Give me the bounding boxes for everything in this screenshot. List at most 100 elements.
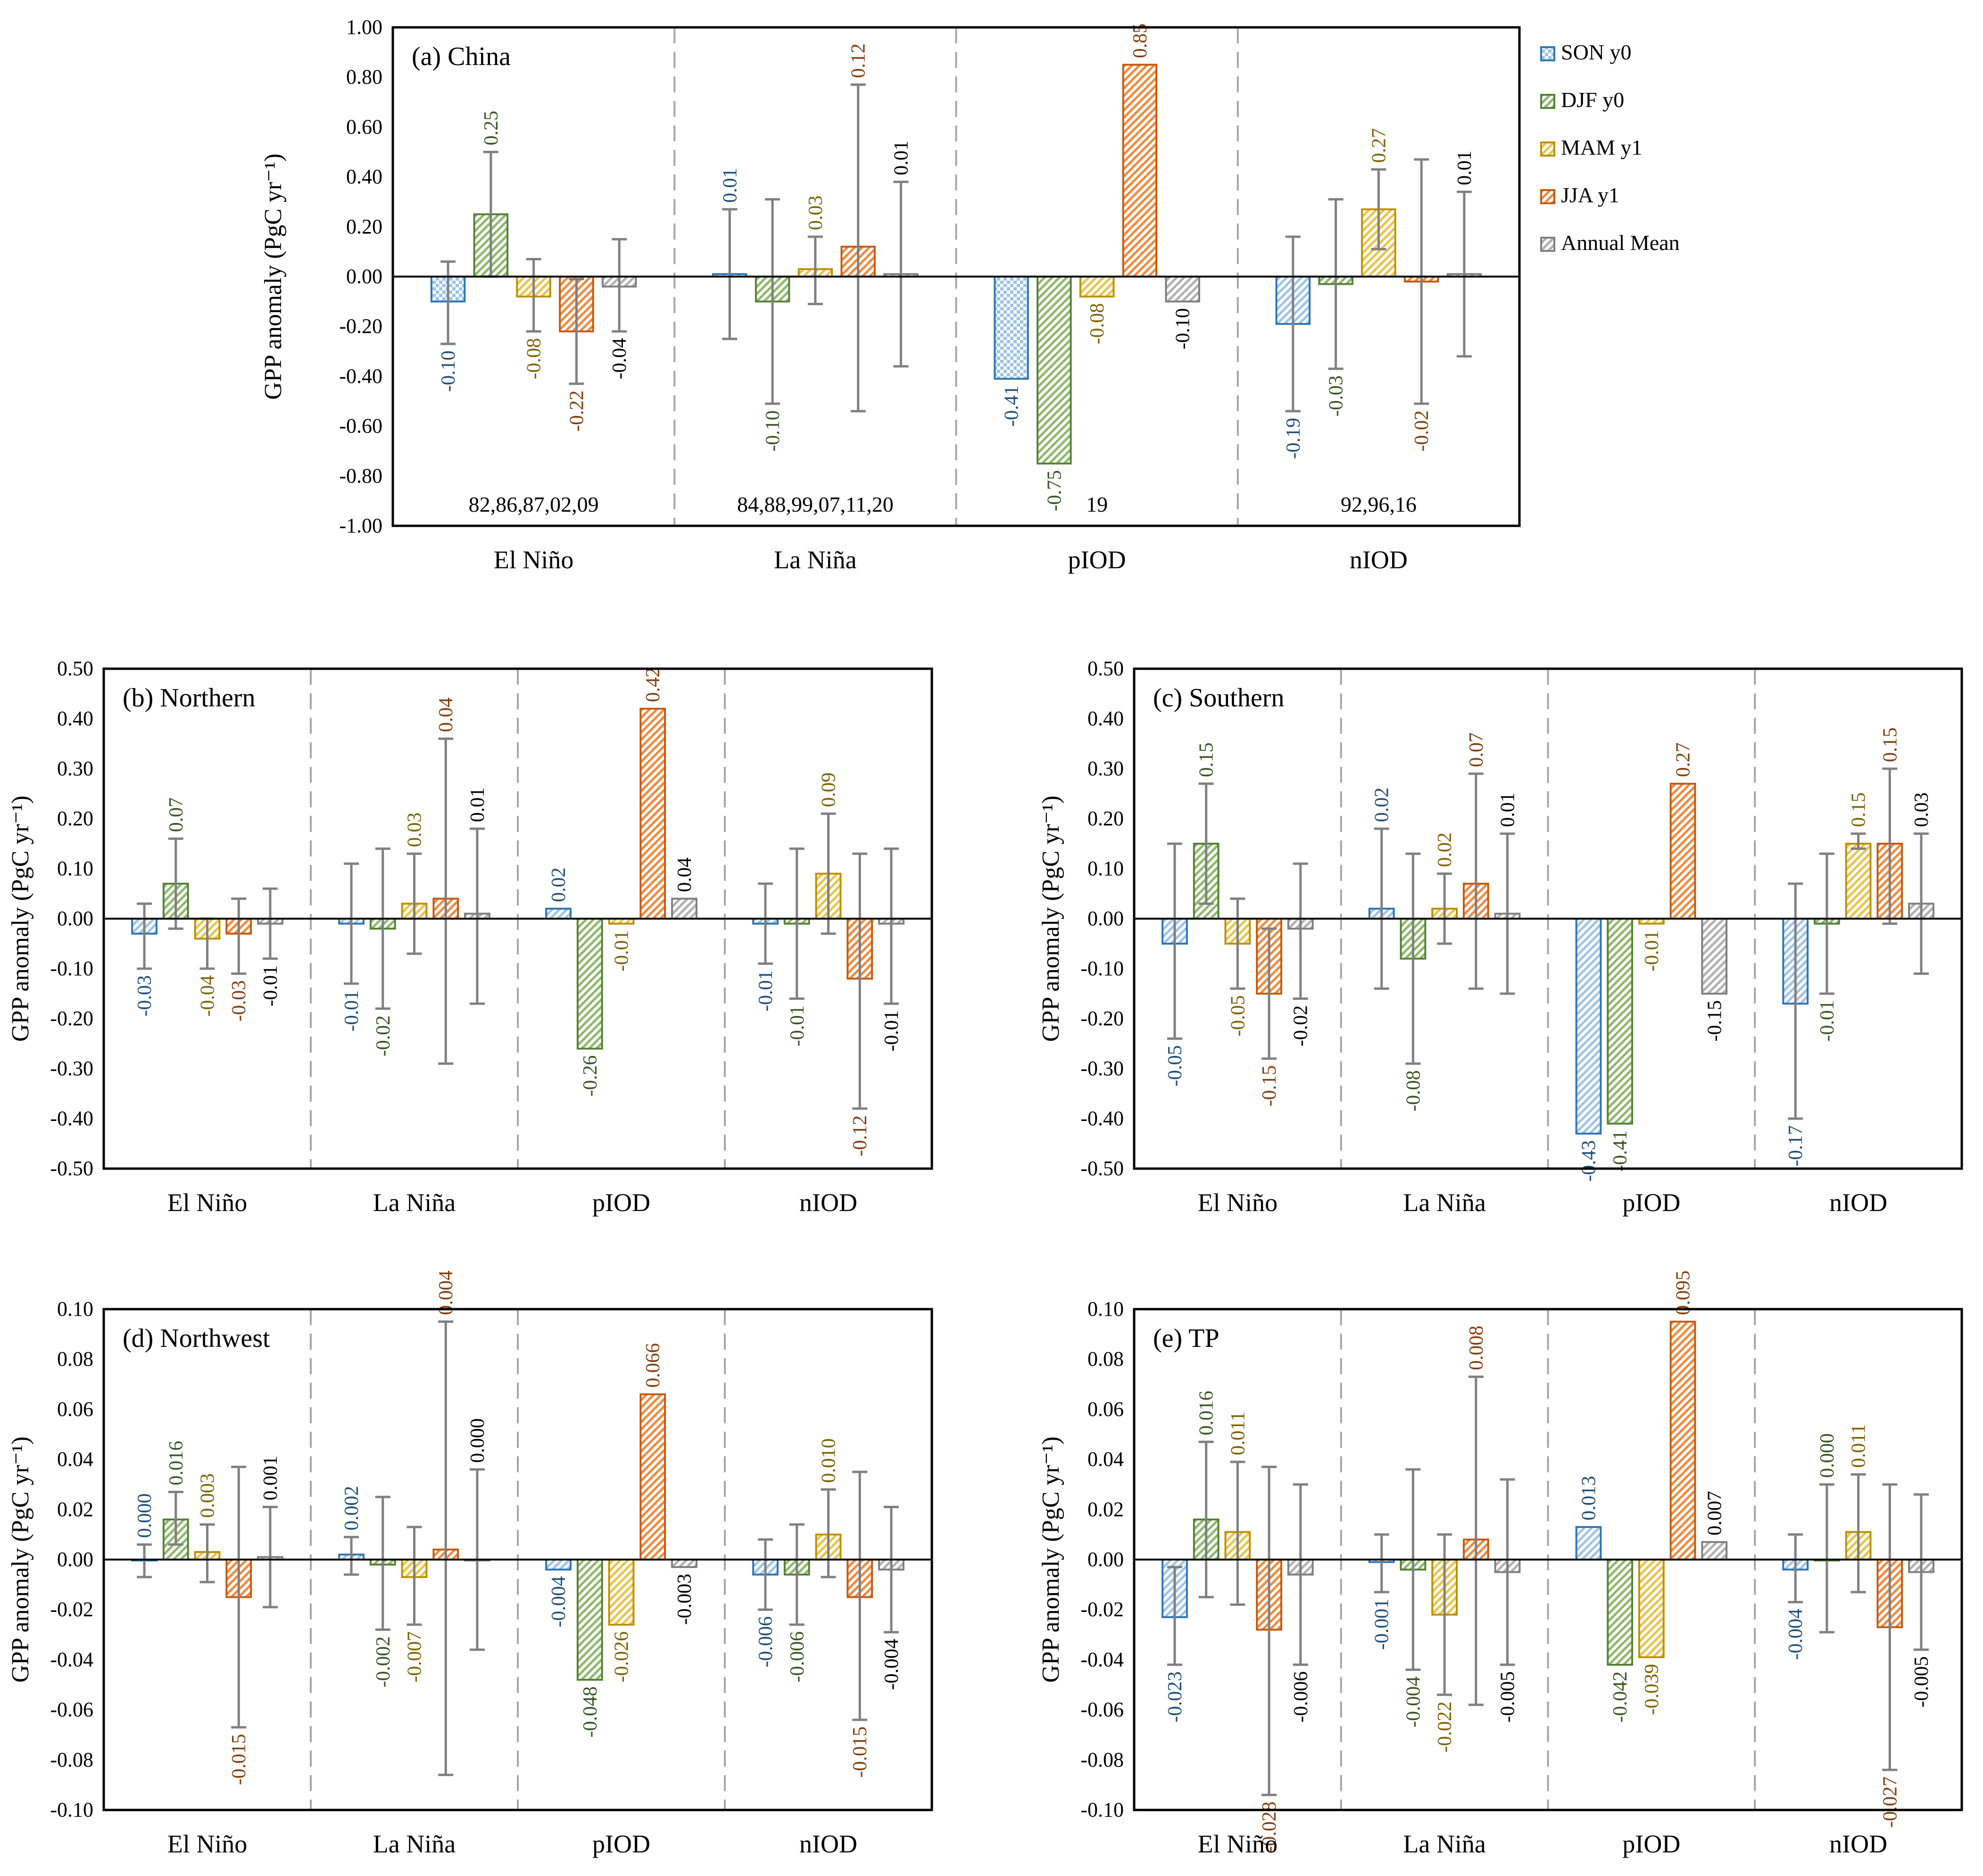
x-category-label: La Niña — [1403, 1188, 1485, 1217]
value-label: -0.02 — [373, 1015, 394, 1057]
value-label: -0.04 — [609, 338, 631, 380]
y-tick-label: 0.10 — [1087, 857, 1124, 880]
value-label: 0.016 — [1196, 1391, 1218, 1436]
value-label: -0.01 — [611, 930, 633, 972]
value-label: 0.09 — [818, 772, 840, 807]
value-label: 0.01 — [1497, 792, 1519, 827]
y-tick-label: -0.40 — [50, 1107, 93, 1130]
value-label: -0.26 — [580, 1055, 601, 1097]
y-tick-label: -0.80 — [339, 464, 382, 487]
bar-mam-y1 — [608, 1559, 635, 1626]
value-label: -0.027 — [1879, 1776, 1901, 1828]
x-category-label: La Niña — [373, 1188, 456, 1217]
y-tick-label: 0.00 — [346, 265, 382, 288]
y-tick-label: -0.08 — [50, 1748, 93, 1771]
value-label: 0.03 — [404, 813, 426, 847]
y-tick-label: 0.08 — [57, 1347, 93, 1370]
y-tick-label: 0.40 — [57, 707, 93, 730]
plot-frame — [1133, 1308, 1963, 1811]
bar-annual-mean — [671, 897, 697, 920]
y-tick-label: -0.20 — [339, 315, 382, 338]
y-tick-label: 0.60 — [346, 115, 382, 138]
y-tick-label: -0.08 — [1080, 1748, 1124, 1771]
value-label: 0.000 — [1817, 1433, 1838, 1478]
x-category-label: nIOD — [1829, 1188, 1887, 1217]
panel-0: 1.00 0.80 0.60 0.40 0.20 0.00 -0.20 -0.40 -0.60 -… — [260, 16, 1521, 574]
y-tick-label: -1.00 — [339, 514, 382, 537]
y-tick-label: 0.04 — [1087, 1448, 1124, 1471]
value-label: -0.015 — [849, 1727, 871, 1778]
value-label: 0.25 — [481, 111, 502, 146]
value-label: 0.27 — [1368, 128, 1390, 163]
y-tick-label: -0.06 — [1080, 1698, 1124, 1721]
x-category-label: La Niña — [1403, 1830, 1485, 1858]
y-tick-label: -0.10 — [1080, 1798, 1124, 1821]
value-label: -0.006 — [1290, 1671, 1312, 1723]
legend-swatch — [1540, 141, 1555, 157]
value-label: 0.011 — [1227, 1411, 1249, 1455]
value-label: 0.066 — [642, 1343, 664, 1388]
value-label: 0.15 — [1196, 742, 1218, 777]
y-tick-label: -0.02 — [50, 1598, 93, 1621]
y-tick-label: -0.60 — [339, 415, 382, 438]
bar-son-y0 — [545, 1559, 572, 1571]
value-label: 0.03 — [1911, 792, 1933, 827]
y-tick-label: 0.20 — [1087, 807, 1124, 830]
bar-jja-y1 — [1669, 1320, 1696, 1561]
y-tick-label: 0.00 — [57, 907, 93, 930]
bar-mam-y1 — [1638, 1559, 1665, 1659]
panel-title: (d) Northwest — [123, 1324, 270, 1353]
plot-frame — [1133, 667, 1963, 1170]
value-label: -0.042 — [1610, 1671, 1631, 1723]
bar-djf-y0 — [576, 1559, 603, 1681]
y-tick-label: -0.30 — [1080, 1057, 1124, 1080]
value-label: 0.07 — [1466, 732, 1487, 767]
value-label: 0.02 — [548, 867, 570, 902]
value-label: 0.01 — [890, 141, 912, 175]
y-tick-label: -0.10 — [50, 1798, 93, 1821]
bar-jja-y1 — [1669, 782, 1696, 920]
x-category-label: La Niña — [774, 546, 856, 574]
value-label: -0.01 — [755, 970, 777, 1012]
value-label: -0.004 — [548, 1576, 570, 1627]
value-label: 0.007 — [1704, 1491, 1726, 1536]
value-label: 0.04 — [674, 857, 696, 892]
x-category-label: pIOD — [592, 1188, 650, 1217]
y-tick-label: -0.04 — [50, 1648, 93, 1671]
y-tick-label: 0.00 — [1087, 1548, 1124, 1571]
value-label: 0.27 — [1673, 742, 1694, 777]
value-label: 0.095 — [1673, 1270, 1694, 1315]
event-years-label: 82,86,87,02,09 — [469, 492, 599, 516]
value-label: -0.08 — [1402, 1070, 1424, 1112]
y-tick-label: -0.02 — [1080, 1598, 1124, 1621]
value-label: -0.03 — [228, 980, 250, 1022]
value-label: 0.01 — [467, 788, 489, 822]
plot-frame — [391, 26, 1521, 527]
y-axis-label: GPP anomaly (PgC yr⁻¹) — [7, 796, 34, 1042]
legend-swatch — [1540, 94, 1555, 109]
x-category-label: pIOD — [1622, 1188, 1680, 1217]
x-category-label: El Niño — [167, 1830, 248, 1858]
event-years-label: 84,88,99,07,11,20 — [737, 492, 894, 516]
value-label: 0.02 — [1434, 832, 1456, 867]
legend-swatch — [1540, 46, 1555, 61]
value-label: -0.43 — [1578, 1140, 1600, 1182]
x-category-label: nIOD — [799, 1830, 857, 1858]
value-label: -0.01 — [341, 990, 363, 1032]
legend-label: Annual Mean — [1561, 231, 1680, 255]
value-label: 0.016 — [166, 1441, 187, 1486]
y-tick-label: 0.80 — [346, 66, 382, 89]
value-label: 0.15 — [1879, 728, 1901, 763]
value-label: 0.01 — [719, 168, 741, 203]
value-label: 0.000 — [134, 1494, 156, 1538]
value-label: -0.15 — [1259, 1065, 1280, 1107]
value-label: 0.011 — [1848, 1424, 1870, 1468]
bar-jja-y1 — [1122, 64, 1158, 278]
value-label: -0.04 — [197, 975, 219, 1017]
value-label: -0.03 — [1326, 375, 1347, 417]
value-label: -0.03 — [134, 975, 156, 1017]
value-label: 0.12 — [848, 43, 870, 78]
event-years-label: 19 — [1086, 492, 1108, 516]
value-label: 0.001 — [260, 1456, 282, 1501]
